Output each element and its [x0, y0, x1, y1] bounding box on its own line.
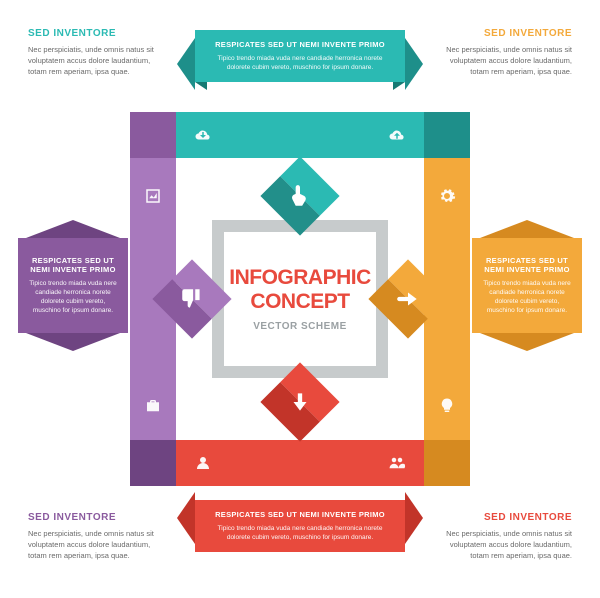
pointer-hand-icon	[287, 183, 313, 209]
corner-heading: SED INVENTORE	[28, 28, 168, 39]
point-down-icon	[287, 389, 313, 415]
ribbon-body-text: Tipico trendo miada vuda nere candiade h…	[482, 279, 572, 315]
ribbon-body-text: Tipico trendo miada vuda nere candiade h…	[28, 279, 118, 315]
ribbon-body-text: Tipico trendo miada vuda nere candiade h…	[209, 524, 391, 542]
corner-body: Nec perspiciatis, unde omnis natus sit v…	[28, 45, 168, 78]
ring-corner-tr	[424, 112, 470, 158]
ribbon-heading: RESPICATES SED UT NEMI INVENTE PRIMO	[209, 40, 391, 49]
people-icon	[379, 445, 415, 481]
ribbon-bottom: RESPICATES SED UT NEMI INVENTE PRIMO Tip…	[195, 500, 405, 552]
ribbon-left: RESPICATES SED UT NEMI INVENTE PRIMO Tip…	[18, 238, 128, 333]
ribbon-right: RESPICATES SED UT NEMI INVENTE PRIMO Tip…	[472, 238, 582, 333]
ribbon-body-text: Tipico trendo miada vuda nere candiade h…	[209, 54, 391, 72]
ribbon-heading: RESPICATES SED UT NEMI INVENTE PRIMO	[482, 256, 572, 274]
corner-bottom-left: SED INVENTORE Nec perspiciatis, unde omn…	[28, 512, 168, 562]
ring-corner-tl	[130, 112, 176, 158]
ring-bottom	[130, 440, 470, 486]
center-title-line1: INFOGRAPHIC	[229, 266, 371, 289]
chart-icon	[135, 178, 171, 214]
thumb-down-icon	[179, 286, 205, 312]
ribbon-heading: RESPICATES SED UT NEMI INVENTE PRIMO	[209, 510, 391, 519]
bulb-icon	[429, 388, 465, 424]
cloud-download-icon	[185, 117, 221, 153]
person-icon	[185, 445, 221, 481]
ribbon-top: RESPICATES SED UT NEMI INVENTE PRIMO Tip…	[195, 30, 405, 82]
corner-bottom-right: SED INVENTORE Nec perspiciatis, unde omn…	[432, 512, 572, 562]
center-subtitle: VECTOR SCHEME	[253, 321, 347, 332]
corner-heading: SED INVENTORE	[432, 28, 572, 39]
ring-top	[130, 112, 470, 158]
corner-body: Nec perspiciatis, unde omnis natus sit v…	[28, 529, 168, 562]
corner-heading: SED INVENTORE	[28, 512, 168, 523]
ribbon-heading: RESPICATES SED UT NEMI INVENTE PRIMO	[28, 256, 118, 274]
corner-body: Nec perspiciatis, unde omnis natus sit v…	[432, 45, 572, 78]
point-right-icon	[395, 286, 421, 312]
center-title-line2: CONCEPT	[250, 290, 349, 313]
corner-top-right: SED INVENTORE Nec perspiciatis, unde omn…	[432, 28, 572, 78]
cloud-upload-icon	[379, 117, 415, 153]
corner-top-left: SED INVENTORE Nec perspiciatis, unde omn…	[28, 28, 168, 78]
corner-heading: SED INVENTORE	[432, 512, 572, 523]
center-panel: INFOGRAPHIC CONCEPT VECTOR SCHEME	[212, 220, 388, 378]
ring-corner-br	[424, 440, 470, 486]
gear-icon	[429, 178, 465, 214]
ring-corner-bl	[130, 440, 176, 486]
briefcase-icon	[135, 388, 171, 424]
corner-body: Nec perspiciatis, unde omnis natus sit v…	[432, 529, 572, 562]
